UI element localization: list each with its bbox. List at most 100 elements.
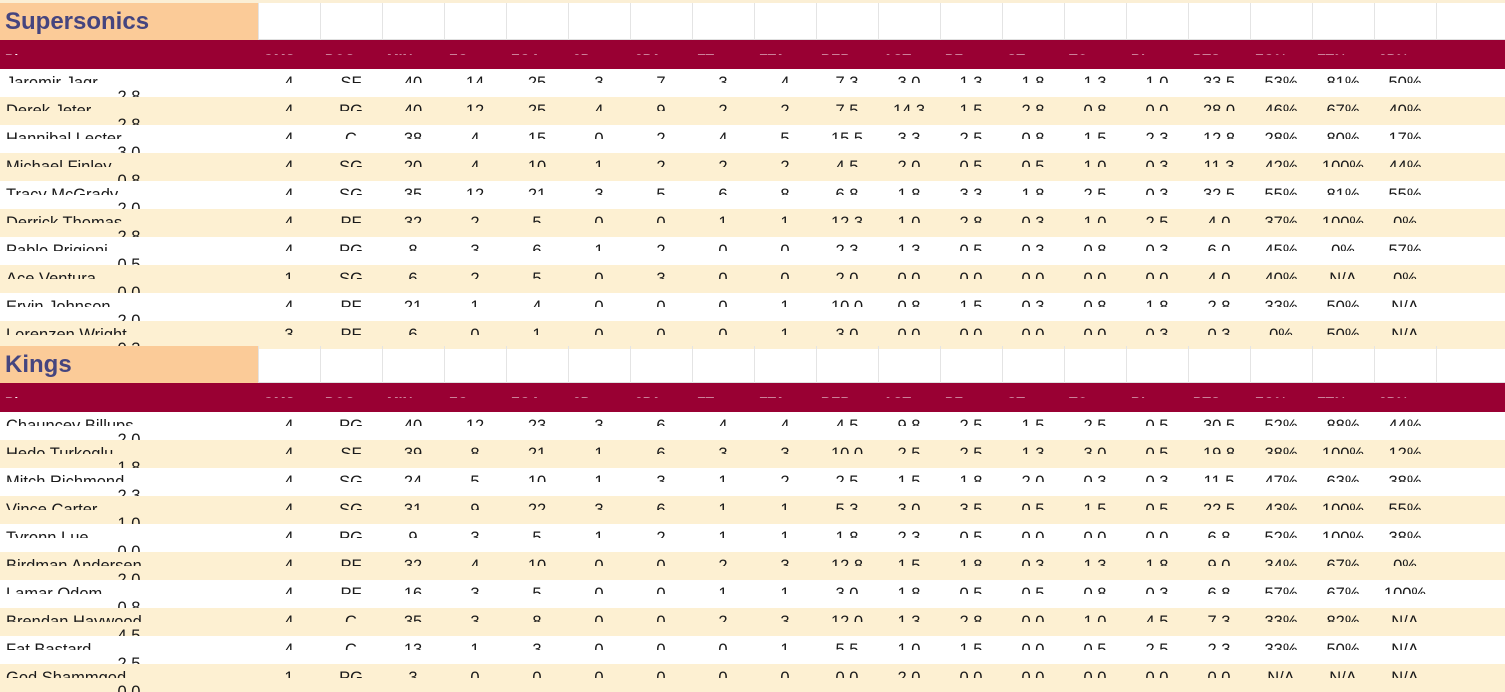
column-header[interactable]: FT [692,40,754,55]
stat-cell[interactable]: 88% [1326,417,1360,426]
stat-cell[interactable]: 0.3 [1145,158,1169,167]
stat-cell[interactable]: 0.5 [1145,445,1169,454]
stat-cell[interactable]: 47% [1264,473,1298,482]
stat-cell[interactable]: 0.3 [1145,585,1169,594]
stat-cell[interactable]: 1.3 [959,74,983,83]
column-header[interactable]: POS [320,40,382,55]
stat-cell[interactable]: 34% [1264,557,1298,566]
stat-cell[interactable]: 0.0 [1021,326,1045,335]
stat-cell[interactable]: 2.0 [117,431,141,440]
stat-cell[interactable]: 80% [1326,130,1360,139]
empty-cell[interactable] [1313,3,1375,40]
stat-cell[interactable]: 67% [1326,585,1360,594]
stat-cell[interactable]: 44% [1388,417,1422,426]
stat-cell[interactable]: 0.3 [1083,473,1107,482]
stat-cell[interactable]: 2.3 [1207,641,1231,650]
stat-cell[interactable]: 3.0 [897,501,921,510]
stat-cell[interactable]: 1 [780,214,790,223]
stat-cell[interactable]: 4 [284,102,294,111]
column-header[interactable]: Player [0,383,258,398]
stat-cell[interactable]: 2.8 [117,88,141,97]
stat-cell[interactable]: 0.5 [117,256,141,265]
stat-cell[interactable]: 1.5 [1083,130,1107,139]
stat-cell[interactable]: 28.0 [1202,102,1236,111]
column-header[interactable]: FG [444,40,506,55]
stat-cell[interactable]: 3.5 [959,501,983,510]
empty-cell[interactable] [507,346,569,383]
stat-cell[interactable]: 25 [527,74,547,83]
stat-cell[interactable]: 12 [465,417,485,426]
empty-cell[interactable] [1065,346,1127,383]
column-header[interactable]: AST [878,40,940,55]
stat-cell[interactable]: PF [340,214,362,223]
stat-cell[interactable]: 4.5 [117,627,141,636]
stat-cell[interactable]: 0.5 [1083,641,1107,650]
stat-cell[interactable]: 100% [1321,445,1365,454]
empty-cell[interactable] [1189,346,1251,383]
stat-cell[interactable]: 1.0 [1083,613,1107,622]
stat-cell[interactable]: 1 [718,473,728,482]
stat-cell[interactable]: 33.5 [1202,74,1236,83]
stat-cell[interactable]: 7.5 [835,102,859,111]
stat-cell[interactable]: 5 [780,130,790,139]
stat-cell[interactable]: 0.0 [1145,669,1169,678]
stat-cell[interactable]: 0 [718,326,728,335]
stat-cell[interactable]: 2.5 [1145,214,1169,223]
stat-cell[interactable]: 1.0 [1145,74,1169,83]
stat-cell[interactable]: 0.8 [1083,298,1107,307]
stat-cell[interactable]: 1 [594,158,604,167]
stat-cell[interactable]: 0.0 [1021,641,1045,650]
stat-cell[interactable]: 2 [718,557,728,566]
stat-cell[interactable]: 9 [408,529,418,538]
stat-cell[interactable]: 1 [780,298,790,307]
stat-cell[interactable]: 1 [470,641,480,650]
empty-cell[interactable] [817,3,879,40]
stat-cell[interactable]: SG [339,270,363,279]
stat-cell[interactable]: 4 [284,557,294,566]
stat-cell[interactable]: 2 [780,158,790,167]
stat-cell[interactable]: 9.8 [897,417,921,426]
stat-cell[interactable]: 13 [403,641,423,650]
empty-cell[interactable] [693,346,755,383]
stat-cell[interactable]: N/A [1391,641,1419,650]
stat-cell[interactable]: 55% [1264,186,1298,195]
stat-cell[interactable]: PG [339,102,363,111]
stat-cell[interactable]: 0 [718,242,728,251]
stat-cell[interactable]: 4 [470,158,480,167]
stat-cell[interactable]: 12 [465,186,485,195]
stat-cell[interactable]: 12 [465,102,485,111]
stat-cell[interactable]: 0 [470,669,480,678]
stat-cell[interactable]: 4 [284,130,294,139]
stat-cell[interactable]: PG [339,417,363,426]
stat-cell[interactable]: 37% [1264,214,1298,223]
stat-cell[interactable]: 5 [532,529,542,538]
stat-cell[interactable]: 35 [403,613,423,622]
stat-cell[interactable]: 1.8 [959,473,983,482]
empty-cell[interactable] [755,3,817,40]
stat-cell[interactable]: 100% [1321,529,1365,538]
stat-cell[interactable]: 3 [718,74,728,83]
stat-cell[interactable]: 11.3 [1203,158,1235,167]
stat-cell[interactable]: 6 [656,445,666,454]
stat-cell[interactable]: 15 [527,130,547,139]
stat-cell[interactable]: 0.8 [1083,585,1107,594]
stat-cell[interactable]: 3 [470,242,480,251]
column-header[interactable]: PF [940,383,1002,398]
stat-cell[interactable]: 6.8 [835,186,859,195]
stat-cell[interactable]: 1.3 [1083,557,1107,566]
player-name-cell[interactable]: Hedo Turkoglu [6,445,114,454]
stat-cell[interactable]: 6 [408,326,418,335]
stat-cell[interactable]: 3 [284,326,294,335]
stat-cell[interactable]: 8 [470,445,480,454]
stat-cell[interactable]: N/A [1391,326,1419,335]
stat-cell[interactable]: 1.0 [117,515,141,524]
stat-cell[interactable]: 10 [527,473,547,482]
stat-cell[interactable]: 3 [780,445,790,454]
stat-cell[interactable]: 1.0 [897,214,921,223]
player-name-cell[interactable]: Ervin Johnson [6,298,111,307]
stat-cell[interactable]: 2.3 [117,487,141,496]
stat-cell[interactable]: 1.3 [1021,445,1045,454]
empty-cell[interactable] [1375,3,1437,40]
stat-cell[interactable]: 0 [656,326,666,335]
empty-cell[interactable] [879,3,941,40]
